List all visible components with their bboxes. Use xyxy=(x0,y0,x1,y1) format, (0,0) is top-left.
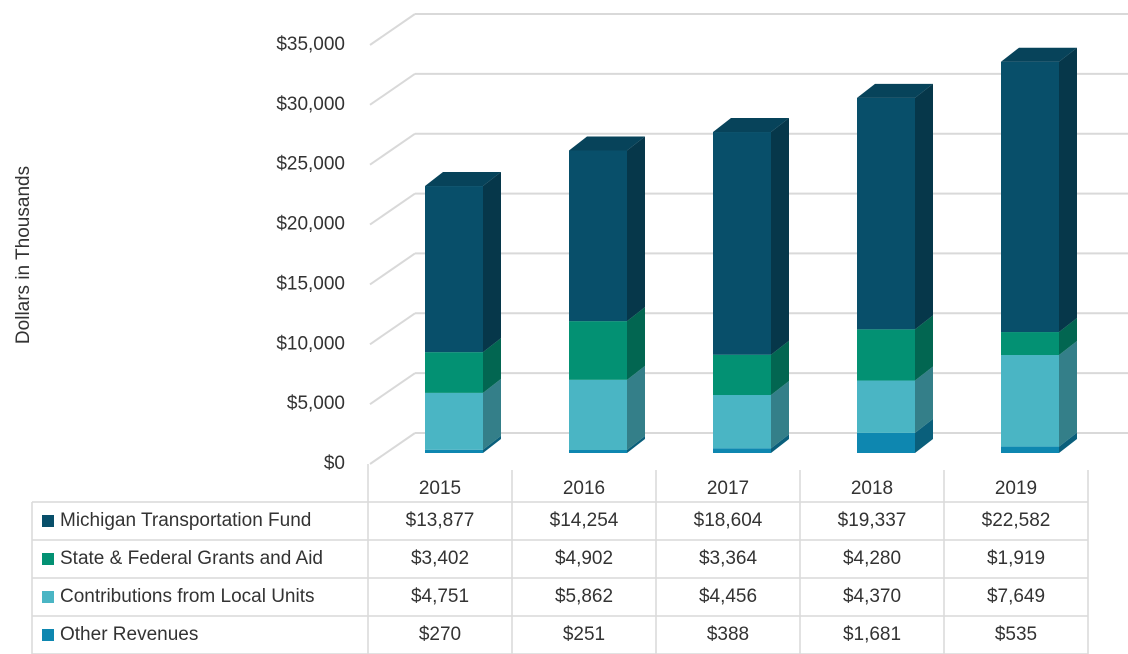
bar-top xyxy=(425,172,501,187)
table-value: $3,364 xyxy=(699,548,758,569)
bar-side xyxy=(483,338,501,393)
table-value: $4,751 xyxy=(411,586,469,607)
bar-side xyxy=(771,381,789,449)
grid-line xyxy=(369,312,416,346)
y-tick-label: $20,000 xyxy=(276,214,345,235)
table-value: $18,604 xyxy=(694,510,763,531)
bar-side xyxy=(627,365,645,450)
bar xyxy=(857,432,915,453)
grid-line xyxy=(369,13,416,46)
bar-side xyxy=(483,435,501,453)
bar-side xyxy=(771,118,789,355)
bar xyxy=(569,321,627,380)
grid-line xyxy=(369,372,416,405)
y-tick-label: $0 xyxy=(324,453,345,474)
table-value: $19,337 xyxy=(838,510,907,531)
bar-side xyxy=(1059,341,1077,447)
legend-label: Michigan Transportation Fund xyxy=(60,510,311,531)
bar xyxy=(857,380,915,433)
legend-key xyxy=(42,553,54,565)
y-tick-label: $5,000 xyxy=(287,393,345,414)
bar-side xyxy=(627,435,645,453)
bar-side xyxy=(915,366,933,433)
y-tick-label: $15,000 xyxy=(276,273,345,294)
table-value: $14,254 xyxy=(550,510,619,531)
table-value: $251 xyxy=(563,624,605,645)
table-value: $1,681 xyxy=(843,624,901,645)
bar-side xyxy=(1059,47,1077,333)
y-tick-label: $35,000 xyxy=(276,34,345,55)
table-value: $4,902 xyxy=(555,548,613,569)
bar xyxy=(1001,332,1059,356)
y-axis-label: Dollars in Thousands xyxy=(13,166,34,344)
bar xyxy=(713,132,771,355)
table-value: $22,582 xyxy=(982,510,1051,531)
bar xyxy=(425,186,483,353)
bar-top xyxy=(1001,47,1077,62)
table-value: $535 xyxy=(995,624,1037,645)
grid-line xyxy=(369,192,416,226)
bar-side xyxy=(1059,432,1077,453)
bar xyxy=(1001,355,1059,447)
grid-line xyxy=(369,252,416,286)
y-tick-label: $25,000 xyxy=(276,154,345,175)
bar xyxy=(713,395,771,449)
bar-side xyxy=(915,315,933,381)
table-value: $13,877 xyxy=(406,510,475,531)
bar-side xyxy=(915,418,933,453)
bar xyxy=(425,449,483,453)
table-value: $270 xyxy=(419,624,461,645)
x-tick-label: 2015 xyxy=(419,478,461,499)
bar-top xyxy=(713,118,789,133)
y-tick-label: $30,000 xyxy=(276,94,345,115)
bar xyxy=(857,329,915,381)
legend-label: Other Revenues xyxy=(60,624,198,645)
bar-side xyxy=(771,340,789,396)
table-value: $3,402 xyxy=(411,548,469,569)
legend-key xyxy=(42,515,54,527)
x-tick-label: 2016 xyxy=(563,478,605,499)
bar-side xyxy=(915,83,933,330)
table-value: $7,649 xyxy=(987,586,1045,607)
legend-key xyxy=(42,591,54,603)
bar-top xyxy=(569,136,645,151)
bar-side xyxy=(627,307,645,380)
legend-key xyxy=(42,629,54,641)
x-tick-label: 2017 xyxy=(707,478,749,499)
x-tick-label: 2018 xyxy=(851,478,893,499)
bar xyxy=(857,97,915,330)
legend-label: Contributions from Local Units xyxy=(60,586,315,607)
bar-side xyxy=(771,434,789,453)
bar xyxy=(569,379,627,450)
bar xyxy=(425,352,483,393)
grid-line xyxy=(369,432,416,465)
grid-line xyxy=(369,73,416,106)
y-tick-label: $10,000 xyxy=(276,333,345,354)
table-value: $4,280 xyxy=(843,548,901,569)
legend-label: State & Federal Grants and Aid xyxy=(60,548,323,569)
bar xyxy=(1001,446,1059,453)
bar xyxy=(569,150,627,322)
bar-side xyxy=(1059,318,1077,356)
x-tick-label: 2019 xyxy=(995,478,1037,499)
bar xyxy=(569,449,627,453)
table-value: $1,919 xyxy=(987,548,1045,569)
bar-side xyxy=(483,172,501,353)
table-value: $4,370 xyxy=(843,586,901,607)
bar xyxy=(1001,61,1059,333)
bar xyxy=(425,392,483,450)
bar-side xyxy=(483,378,501,450)
bar xyxy=(713,448,771,453)
grid-line xyxy=(369,132,416,166)
bar-side xyxy=(627,136,645,322)
bar-top xyxy=(857,83,933,98)
table-value: $4,456 xyxy=(699,586,757,607)
table-value: $388 xyxy=(707,624,749,645)
table-value: $5,862 xyxy=(555,586,613,607)
bar xyxy=(713,354,771,396)
